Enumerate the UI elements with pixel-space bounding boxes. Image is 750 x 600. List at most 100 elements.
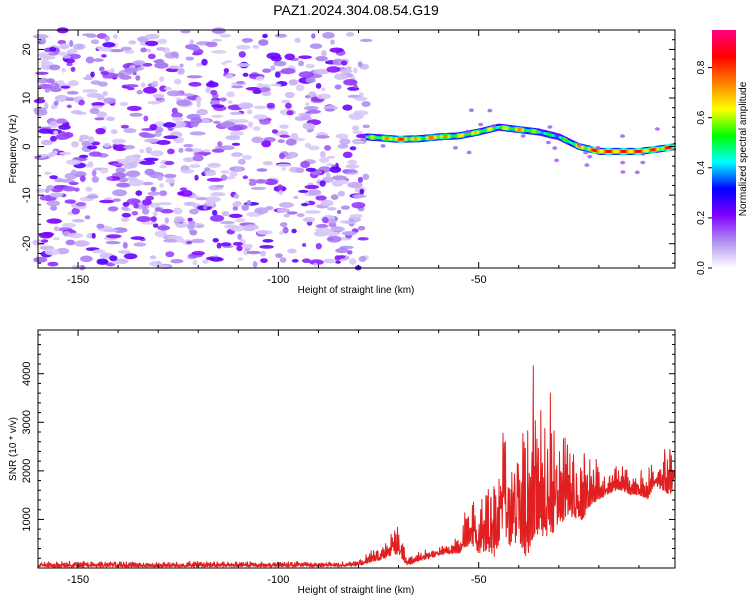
heatmap-cell — [354, 96, 368, 101]
heatmap-cell — [535, 130, 538, 134]
heatmap-cell — [142, 62, 153, 67]
heatmap-cell — [302, 123, 316, 130]
heatmap-cell — [359, 92, 364, 97]
heatmap-cell — [409, 137, 411, 141]
heatmap-cell — [383, 136, 386, 140]
heatmap-cell — [65, 239, 76, 246]
heatmap-cell — [611, 149, 613, 153]
heatmap-cell — [300, 203, 309, 207]
heatmap-cell — [228, 213, 243, 218]
heatmap-cell — [220, 121, 236, 128]
heatmap-cell — [53, 150, 58, 156]
heatmap-cell — [620, 149, 623, 153]
heatmap-cell — [440, 135, 442, 139]
heatmap-cell — [406, 137, 409, 141]
heatmap-cell — [122, 201, 130, 207]
heatmap-cell — [367, 135, 369, 139]
heatmap-cell — [53, 130, 59, 136]
heatmap-cell — [120, 46, 132, 51]
snr-series-line — [37, 365, 676, 569]
heatmap-cell — [266, 102, 275, 109]
heatmap-cell — [608, 149, 611, 153]
heatmap-cell — [59, 43, 70, 50]
colorbar-tick-label: 0.6 — [696, 110, 707, 124]
heatmap-cell — [49, 64, 61, 71]
heatmap-cell — [622, 149, 625, 153]
heatmap-cell — [654, 147, 657, 151]
heatmap-cell — [357, 237, 369, 241]
heatmap-cell — [498, 125, 501, 129]
heatmap-cell — [476, 130, 479, 134]
heatmap-cell — [163, 122, 176, 128]
heatmap-cell — [141, 82, 146, 88]
heatmap-cell — [174, 78, 182, 85]
heatmap-cell — [84, 215, 91, 220]
heatmap-cell — [179, 63, 184, 68]
heatmap-cell — [193, 152, 200, 156]
heatmap-cell — [259, 245, 274, 249]
heatmap-cell — [163, 135, 179, 139]
heatmap-cell — [496, 126, 498, 130]
heatmap-cell — [504, 126, 507, 130]
heatmap-cell — [618, 149, 620, 153]
heatmap-cell — [152, 211, 158, 217]
heatmap-cell — [211, 38, 222, 42]
heatmap-cell — [238, 51, 246, 58]
heatmap-cell — [647, 148, 650, 152]
heatmap-cell — [412, 137, 414, 141]
heatmap-cell — [640, 152, 646, 156]
heatmap-cell — [95, 128, 106, 135]
heatmap-cell — [333, 73, 348, 80]
heatmap-cell — [85, 186, 93, 192]
heatmap-cell — [639, 149, 641, 153]
heatmap-cell — [98, 47, 113, 52]
heatmap-cell — [68, 53, 81, 60]
heatmap-cell — [371, 135, 374, 139]
heatmap-cell — [74, 99, 80, 103]
heatmap-cell — [88, 136, 95, 144]
heatmap-cell — [661, 147, 664, 150]
heatmap-cell — [196, 100, 201, 108]
heatmap-cell — [295, 167, 305, 174]
heatmap-cell — [96, 94, 105, 101]
heatmap-cell — [650, 148, 653, 152]
heatmap-cell — [389, 137, 392, 141]
heatmap-cell — [444, 135, 446, 138]
heatmap-cell — [150, 150, 164, 157]
heatmap-cell — [553, 134, 556, 138]
heatmap-cell — [555, 134, 557, 138]
heatmap-cell — [308, 145, 320, 151]
heatmap-cell — [305, 63, 315, 69]
heatmap-cell — [233, 193, 240, 199]
heatmap-cell — [105, 234, 122, 239]
heatmap-cell — [334, 84, 342, 90]
heatmap-cell — [124, 67, 139, 73]
heatmap-cell — [395, 137, 397, 141]
heatmap-cell — [663, 146, 665, 150]
heatmap-cell — [517, 128, 519, 131]
heatmap-cell — [34, 109, 48, 116]
heatmap-cell — [89, 107, 100, 114]
heatmap-cell — [211, 50, 227, 54]
heatmap-cell — [316, 93, 331, 100]
heatmap-cell — [139, 160, 156, 165]
heatmap-cell — [276, 163, 292, 167]
heatmap-cell — [173, 121, 187, 128]
heatmap-cell — [144, 138, 159, 143]
heatmap-cell — [643, 149, 646, 153]
heatmap-cell — [487, 108, 493, 113]
heatmap-cell — [209, 214, 225, 222]
heatmap-cell — [92, 249, 106, 254]
heatmap-cell — [213, 120, 221, 124]
heatmap-cell — [552, 133, 554, 137]
heatmap-cell — [302, 258, 311, 264]
heatmap-cell — [279, 153, 285, 160]
x-tick-label: -50 — [471, 574, 487, 586]
heatmap-cell — [315, 227, 331, 233]
heatmap-cell — [46, 218, 62, 224]
heatmap-cell — [243, 228, 255, 232]
heatmap-cell — [253, 179, 268, 184]
heatmap-cell — [353, 67, 358, 74]
heatmap-cell — [552, 146, 558, 150]
